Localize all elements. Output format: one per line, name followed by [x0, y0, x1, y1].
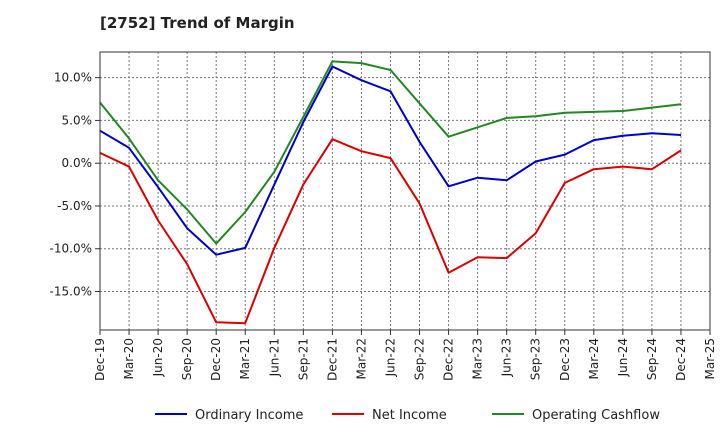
x-tick-label: Dec-21	[325, 338, 339, 381]
series-line-net-income	[99, 138, 682, 325]
x-tick-label: Mar-22	[354, 338, 368, 379]
x-tick-label: Dec-22	[442, 338, 456, 381]
x-tick-label: Dec-24	[674, 338, 688, 381]
chart-title: [2752] Trend of Margin	[100, 14, 295, 32]
legend: Ordinary Income Net Income Operating Cashf…	[155, 408, 660, 423]
axes: 10.0% 5.0% 0.0% -5.0% -10.0% -15.0% Dec-19 Mar-…	[50, 51, 717, 381]
x-tick-label: Mar-20	[122, 338, 136, 379]
series-line-operating-cashflow	[99, 60, 682, 245]
x-tick-label: Sep-24	[645, 338, 659, 380]
x-tick-label: Dec-20	[209, 338, 223, 381]
x-tick-label: Jun-20	[151, 338, 165, 377]
y-tick-label: 5.0%	[62, 113, 93, 127]
y-tick-label: -10.0%	[50, 242, 92, 256]
legend-label: Operating Cashflow	[532, 408, 660, 423]
x-tick-label: Mar-24	[587, 338, 601, 379]
y-tick-label: -15.0%	[50, 285, 92, 299]
plot-border	[99, 51, 711, 331]
legend-label: Net Income	[372, 408, 447, 423]
y-tick-label: 0.0%	[62, 156, 93, 170]
x-tick-label: Sep-22	[413, 338, 427, 380]
x-tick-label: Mar-23	[471, 338, 485, 379]
x-tick-label: Jun-24	[616, 338, 630, 377]
grid-lines	[100, 52, 710, 330]
y-tick-label: -5.0%	[57, 199, 92, 213]
x-tick-label: Mar-25	[703, 338, 717, 379]
y-tick-label: 10.0%	[54, 71, 92, 85]
x-tick-label: Dec-19	[93, 338, 107, 381]
series-line-ordinary-income	[99, 65, 682, 256]
series-lines	[99, 60, 682, 325]
x-tick-label: Jun-22	[383, 338, 397, 377]
x-tick-label: Dec-23	[558, 338, 572, 381]
x-tick-label: Mar-21	[238, 338, 252, 379]
x-tick-label: Jun-21	[267, 338, 281, 377]
x-tick-label: Jun-23	[500, 338, 514, 377]
x-tick-label: Sep-23	[529, 338, 543, 380]
x-tick-label: Sep-20	[180, 338, 194, 380]
legend-label: Ordinary Income	[195, 408, 303, 423]
x-tick-label: Sep-21	[296, 338, 310, 380]
